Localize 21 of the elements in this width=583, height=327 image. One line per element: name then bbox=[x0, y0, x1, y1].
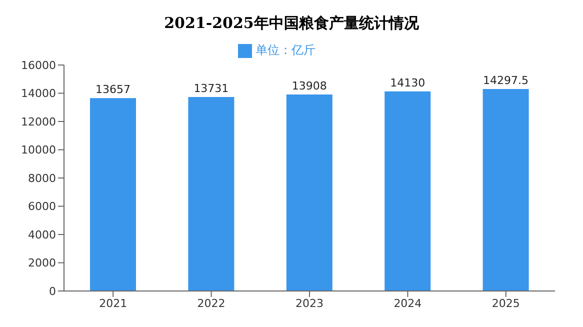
x-tick-label: 2025 bbox=[492, 296, 520, 310]
x-tick-label: 2024 bbox=[394, 296, 422, 310]
data-label: 14130 bbox=[390, 76, 426, 90]
y-tick-label: 12000 bbox=[21, 115, 56, 128]
x-tick-label: 2023 bbox=[296, 296, 324, 310]
y-tick-label: 4000 bbox=[28, 228, 56, 242]
y-tick-label: 6000 bbox=[28, 200, 56, 214]
y-tick-label: 14000 bbox=[21, 87, 56, 100]
x-tick-label: 2021 bbox=[99, 296, 128, 310]
y-tick-label: 10000 bbox=[21, 144, 56, 157]
legend-label: 单位：亿斤 bbox=[256, 43, 316, 57]
data-label: 14297.5 bbox=[483, 74, 529, 88]
chart-title: 2021-2025年中国粮食产量统计情况 bbox=[163, 13, 420, 34]
y-tick-label: 0 bbox=[49, 284, 56, 298]
y-tick-label: 8000 bbox=[28, 172, 56, 185]
y-tick-label: 16000 bbox=[21, 58, 56, 72]
data-label: 13657 bbox=[96, 83, 130, 96]
x-tick-label: 2022 bbox=[197, 296, 226, 310]
y-tick-label: 2000 bbox=[28, 256, 56, 270]
data-label: 13908 bbox=[292, 80, 327, 93]
data-label: 13731 bbox=[194, 82, 229, 96]
